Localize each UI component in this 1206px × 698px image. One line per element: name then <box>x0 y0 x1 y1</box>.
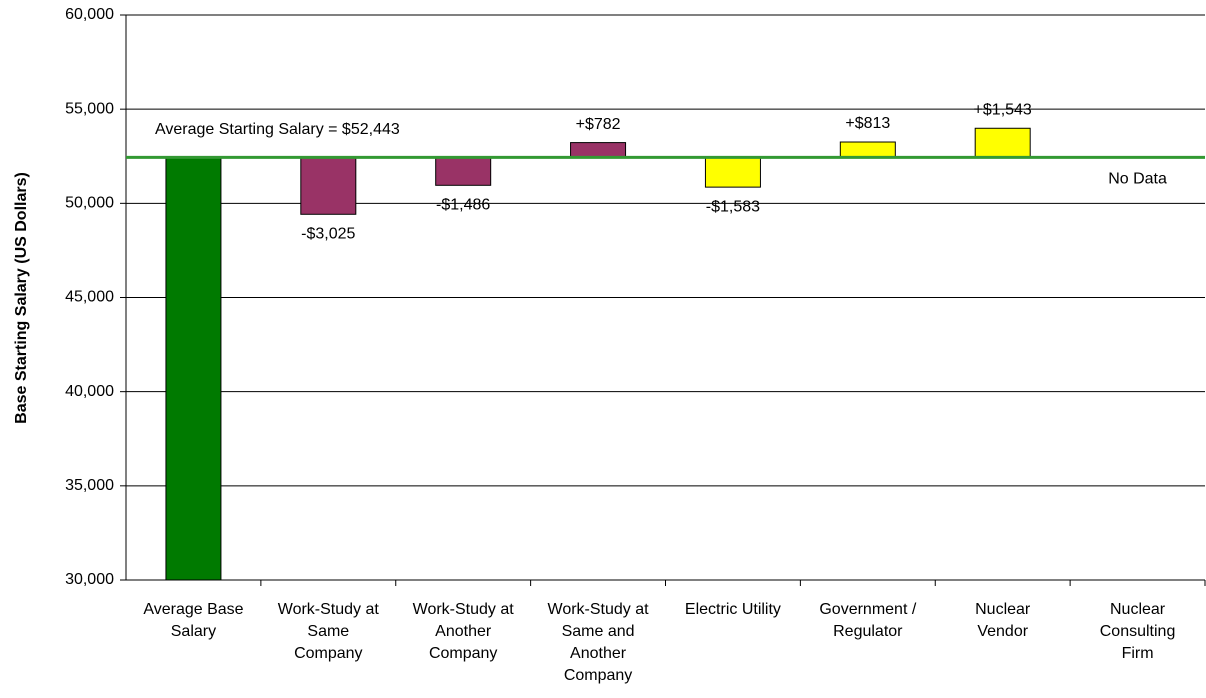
y-tick-label: 55,000 <box>65 100 114 117</box>
x-tick-label: Work-Study at Same and Another Company <box>548 601 650 684</box>
x-tick-label-line: Nuclear <box>975 601 1031 618</box>
bar <box>435 156 492 186</box>
value-label: No Data <box>1108 171 1167 188</box>
bar <box>974 127 1031 158</box>
x-tick-label: Work-Study at Another Company <box>413 601 515 662</box>
x-tick-label-line: Company <box>564 667 632 684</box>
x-tick-label-line: Company <box>294 645 362 662</box>
x-tick-label-line: Government / <box>819 601 916 618</box>
x-tick-label-line: Regulator <box>833 623 903 640</box>
value-label: -$1,486 <box>436 197 490 214</box>
x-tick-label-line: Nuclear <box>1110 601 1166 618</box>
y-tick-label: 45,000 <box>65 289 114 306</box>
x-tick-label: Electric Utility <box>685 601 781 618</box>
value-label: -$3,025 <box>301 226 355 243</box>
x-tick-label: Work-Study at Same Company <box>278 601 380 662</box>
x-tick-label: Nuclear Consulting Firm <box>1100 601 1176 662</box>
bar <box>570 142 627 158</box>
y-tick-label: 30,000 <box>65 571 114 588</box>
value-label: +$782 <box>576 116 621 133</box>
y-tick-label: 60,000 <box>65 6 114 23</box>
x-tick-label-line: Another <box>570 645 627 662</box>
x-tick-label-line: Work-Study at <box>278 601 380 618</box>
value-label: +$813 <box>845 115 890 132</box>
x-tick-label-line: Same <box>307 623 349 640</box>
x-tick-label: Average Base Salary <box>143 601 243 640</box>
x-tick-label-line: Company <box>429 645 497 662</box>
x-tick-label-line: Electric Utility <box>685 601 781 618</box>
x-tick-label-line: Firm <box>1122 645 1154 662</box>
x-tick-label: Government / Regulator <box>819 601 916 640</box>
x-tick-label-line: Salary <box>171 623 216 640</box>
value-label: +$1,543 <box>974 101 1032 118</box>
y-axis-label: Base Starting Salary (US Dollars) <box>13 172 30 424</box>
x-tick-label-line: Work-Study at <box>548 601 650 618</box>
x-tick-label-line: Same and <box>562 623 635 640</box>
value-label: -$1,583 <box>706 198 760 215</box>
x-tick-label-line: Another <box>435 623 492 640</box>
y-tick-label: 40,000 <box>65 383 114 400</box>
bar <box>704 156 761 188</box>
bar <box>839 141 896 158</box>
bar <box>165 156 222 581</box>
x-tick-label: Nuclear Vendor <box>975 601 1031 640</box>
x-tick-label-line: Work-Study at <box>413 601 515 618</box>
bar <box>300 156 357 215</box>
y-tick-label: 35,000 <box>65 477 114 494</box>
annotation: Average Starting Salary = $52,443 <box>155 121 400 138</box>
x-tick-label-line: Consulting <box>1100 623 1176 640</box>
x-tick-label-line: Vendor <box>977 623 1028 640</box>
y-tick-label: 50,000 <box>65 195 114 212</box>
x-tick-label-line: Average Base <box>143 601 243 618</box>
